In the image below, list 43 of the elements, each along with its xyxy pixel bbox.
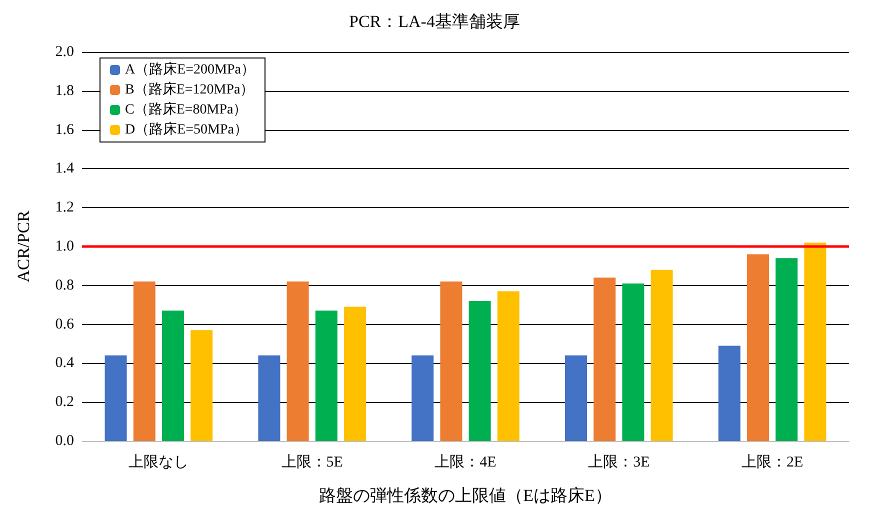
- legend-label: A（路床E=200MPa）: [125, 62, 256, 78]
- chart-title: PCR：LA-4基準舗装厚: [349, 12, 520, 31]
- bar: [622, 283, 644, 441]
- bar: [344, 306, 366, 441]
- y-axis-title: ACR/PCR: [14, 210, 33, 282]
- bar: [133, 282, 156, 441]
- bar: [315, 310, 338, 441]
- x-tick-label: 上限：4E: [434, 454, 496, 470]
- bar: [747, 254, 769, 441]
- bar: [650, 270, 673, 441]
- x-tick-label: 上限なし: [128, 454, 189, 470]
- y-tick-label: 0.2: [55, 394, 74, 410]
- x-tick-label: 上限：2E: [741, 454, 804, 470]
- y-tick-label: 0.8: [55, 277, 74, 294]
- legend-label: D（路床E=50MPa）: [125, 122, 248, 138]
- y-tick-label: 2.0: [55, 44, 74, 60]
- x-tick-label: 上限：3E: [588, 454, 650, 470]
- y-tick-label: 1.4: [55, 160, 74, 177]
- bar: [412, 355, 434, 441]
- bar: [718, 346, 740, 441]
- bar: [258, 355, 280, 441]
- bar: [804, 242, 826, 441]
- bar: [440, 282, 462, 441]
- bar: [594, 278, 616, 441]
- bar: [565, 355, 587, 441]
- bar: [104, 355, 127, 441]
- legend-label: B（路床E=120MPa）: [125, 82, 254, 98]
- bar: [286, 282, 309, 441]
- y-tick-label: 1.8: [55, 82, 74, 99]
- x-tick-label: 上限：5E: [281, 454, 343, 470]
- y-tick-label: 1.6: [55, 122, 74, 138]
- bar: [162, 310, 184, 441]
- bar: [497, 291, 520, 441]
- y-tick-label: 0.6: [55, 316, 74, 332]
- y-tick-label: 1.0: [55, 238, 74, 254]
- y-tick-label: 0.0: [55, 433, 74, 449]
- y-tick-label: 1.2: [55, 200, 74, 216]
- bar: [776, 258, 798, 441]
- x-axis-title: 路盤の弾性係数の上限値（Eは路床E）: [319, 486, 612, 505]
- legend-label: C（路床E=80MPa）: [125, 102, 248, 118]
- bar: [190, 330, 213, 441]
- y-tick-label: 0.4: [55, 355, 74, 372]
- bar: [468, 300, 491, 441]
